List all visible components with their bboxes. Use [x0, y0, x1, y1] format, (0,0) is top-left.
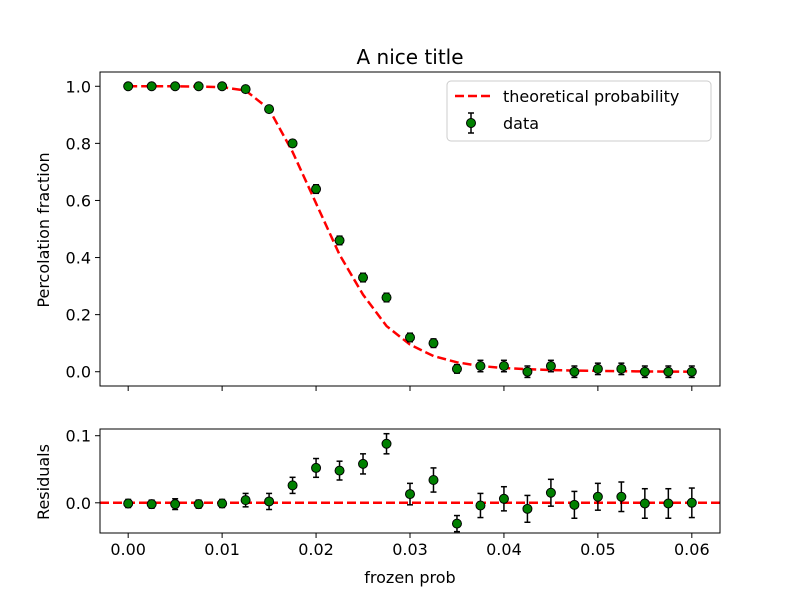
legend-data-swatch — [466, 112, 476, 134]
main-data-point — [123, 81, 134, 92]
res-x-tick-label: 0.01 — [204, 540, 240, 559]
main-data-point — [170, 81, 181, 92]
main-y-tick-label: 0.6 — [66, 191, 91, 210]
res-x-tick-label: 0.02 — [298, 540, 334, 559]
res-data-point — [170, 499, 181, 510]
main-data-point — [522, 366, 533, 377]
main-series — [123, 81, 697, 379]
legend-data-label: data — [503, 114, 539, 133]
main-data-point — [639, 366, 650, 377]
main-data-point — [311, 184, 322, 195]
res-data-point — [545, 487, 556, 498]
res-data-point — [240, 495, 251, 506]
res-x-tick-label: 0.03 — [392, 540, 428, 559]
residuals-plot-frame — [99, 428, 721, 534]
main-data-point — [592, 363, 603, 374]
main-data-point — [193, 81, 204, 92]
residuals-plot-panel: Residuals frozen prob 0.00 0.01 0.02 0.03 0.… — [34, 427, 721, 587]
res-x-tick-label: 0.04 — [486, 540, 522, 559]
res-data-point — [264, 496, 275, 507]
residuals-series — [100, 432, 720, 533]
res-data-point — [146, 499, 157, 510]
main-axis-ticks: 0.0 0.2 0.4 0.6 0.8 1.0 — [66, 77, 693, 391]
res-y-tick-label: 0.0 — [66, 494, 91, 513]
legend: theoretical probability data — [446, 80, 712, 142]
main-data-point — [498, 361, 509, 372]
res-x-tick-label: 0.06 — [674, 540, 710, 559]
main-data-point — [451, 363, 462, 374]
res-data-point — [616, 491, 627, 502]
main-data-point — [428, 338, 439, 349]
main-data-point — [146, 81, 157, 92]
res-data-point — [663, 498, 674, 509]
res-data-point — [193, 499, 204, 510]
residuals-axis-ticks: 0.00 0.01 0.02 0.03 0.04 0.05 0.06 0.0 0.1 — [66, 427, 710, 559]
res-data-point — [123, 498, 134, 509]
main-data-point — [264, 104, 275, 115]
res-data-point — [475, 500, 486, 511]
res-x-tick-label: 0.00 — [110, 540, 146, 559]
res-y-tick-label: 0.1 — [66, 427, 91, 446]
res-data-point — [405, 489, 415, 500]
res-data-point — [428, 474, 439, 485]
legend-box — [446, 80, 712, 142]
res-data-point — [569, 499, 580, 510]
main-data-point — [287, 138, 298, 149]
main-data-point — [240, 84, 251, 95]
res-data-point — [686, 497, 697, 508]
main-plot-frame — [99, 71, 721, 387]
main-y-tick-label: 0.2 — [66, 306, 91, 325]
res-x-tick-label: 0.05 — [580, 540, 616, 559]
res-data-point — [217, 498, 228, 509]
res-data-point — [358, 458, 369, 469]
main-data-point — [663, 366, 674, 377]
res-data-point — [639, 498, 650, 509]
main-y-tick-label: 1.0 — [66, 77, 91, 96]
main-data-point — [616, 363, 627, 374]
res-data-point — [334, 465, 345, 476]
res-data-point — [522, 503, 533, 514]
res-data-point — [592, 491, 603, 502]
main-y-tick-label: 0.4 — [66, 249, 91, 268]
main-data-point — [381, 292, 392, 303]
res-data-point — [311, 462, 322, 473]
main-y-axis-label: Percolation fraction — [34, 152, 53, 307]
main-y-tick-label: 0.8 — [66, 134, 91, 153]
main-data-point — [569, 366, 580, 377]
main-y-tick-label: 0.0 — [66, 363, 91, 382]
x-axis-label: frozen prob — [364, 568, 455, 587]
main-data-point — [405, 332, 415, 343]
main-data-point — [545, 361, 556, 372]
main-data-point — [475, 361, 486, 372]
res-data-point — [451, 518, 462, 529]
legend-theoretical-label: theoretical probability — [503, 87, 679, 106]
main-data-point — [686, 366, 697, 377]
res-data-point — [381, 438, 392, 449]
residuals-y-axis-label: Residuals — [34, 444, 53, 520]
main-data-point — [358, 272, 369, 283]
main-data-point — [217, 81, 228, 92]
res-data-point — [287, 480, 298, 491]
main-plot-panel: A nice title Percolation fraction 0.0 0.2… — [34, 45, 721, 391]
chart-title: A nice title — [356, 45, 463, 69]
main-data-point — [334, 235, 345, 246]
res-data-point — [498, 493, 509, 504]
